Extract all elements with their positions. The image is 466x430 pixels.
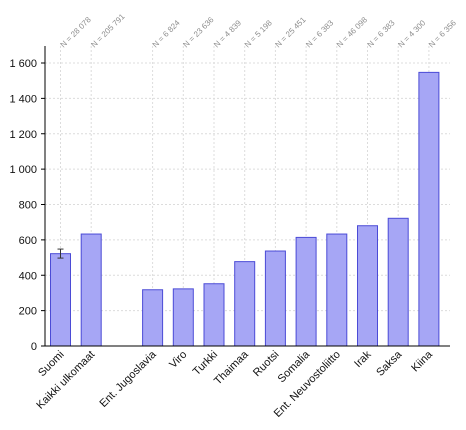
x-category-label: Kiina bbox=[409, 348, 435, 374]
n-label: N = 25 451 bbox=[273, 15, 308, 50]
bar bbox=[357, 225, 378, 347]
n-label: N = 6 383 bbox=[366, 18, 397, 49]
bar bbox=[264, 250, 286, 347]
y-tick-label: 200 bbox=[19, 306, 37, 318]
x-category-label: Irak bbox=[352, 348, 374, 370]
bar bbox=[80, 233, 102, 347]
bar bbox=[172, 288, 194, 347]
y-tick-label: 600 bbox=[19, 235, 37, 247]
y-axis-ticks: 0 200 400 600 800 1 000 1 200 1 400 1 600 bbox=[9, 58, 45, 353]
bar bbox=[326, 233, 348, 347]
bar bbox=[203, 283, 225, 347]
bar bbox=[418, 71, 440, 347]
x-category-label: Viro bbox=[167, 349, 189, 371]
y-tick-label: 800 bbox=[19, 200, 37, 212]
n-label: N = 6 383 bbox=[304, 18, 335, 49]
n-label: N = 4 839 bbox=[212, 18, 243, 49]
x-category-label: Saksa bbox=[374, 348, 405, 379]
x-category-label: Ent. Jugoslavia bbox=[97, 348, 159, 410]
n-label: N = 23 636 bbox=[181, 15, 216, 50]
n-label: N = 6 824 bbox=[151, 18, 182, 49]
error-bar bbox=[57, 248, 64, 259]
n-label: N = 28 078 bbox=[59, 15, 94, 50]
n-label: N = 205 791 bbox=[89, 12, 127, 50]
bar bbox=[387, 217, 409, 347]
y-tick-label: 1 200 bbox=[9, 129, 37, 141]
y-tick-label: 1 400 bbox=[9, 93, 37, 105]
y-tick-label: 1 600 bbox=[9, 58, 37, 70]
axes bbox=[44, 46, 450, 347]
y-tick-label: 1 000 bbox=[9, 164, 37, 176]
bars bbox=[50, 71, 440, 347]
bar bbox=[234, 261, 256, 347]
n-label: N = 46 098 bbox=[335, 15, 370, 50]
x-category-label: Kaikki ulkomaat bbox=[34, 349, 97, 412]
y-tick-label: 0 bbox=[31, 341, 37, 353]
y-tick-label: 400 bbox=[19, 270, 37, 282]
x-category-label: Turkki bbox=[191, 349, 220, 378]
n-label: N = 4 300 bbox=[396, 18, 427, 49]
n-label: N = 6 356 bbox=[427, 18, 458, 49]
n-label: N = 5 198 bbox=[243, 18, 274, 49]
bar bbox=[50, 253, 71, 347]
x-category-label: Thaimaa bbox=[212, 348, 251, 387]
bar bbox=[295, 236, 317, 347]
bar bbox=[142, 289, 164, 347]
